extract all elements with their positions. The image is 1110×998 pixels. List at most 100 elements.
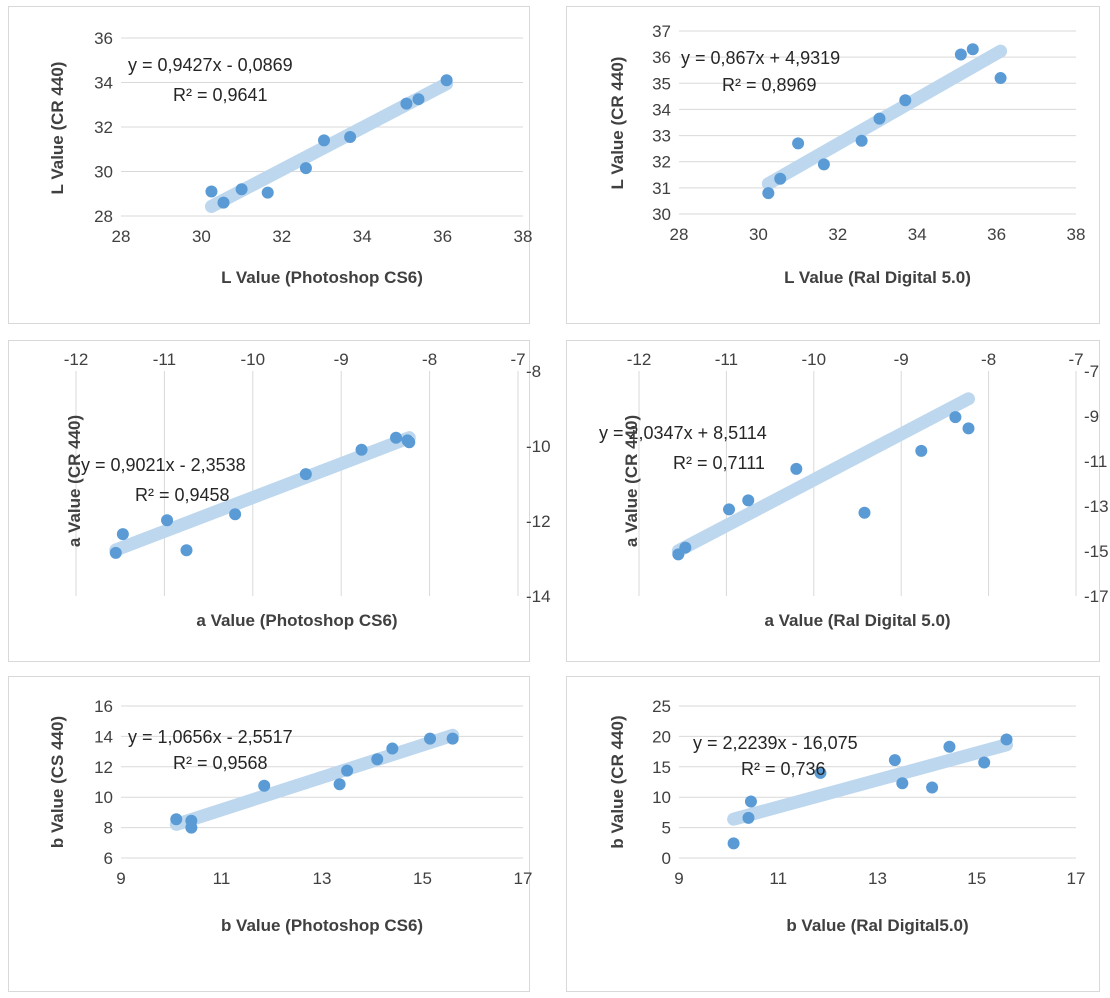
x-tick-label: -7 <box>1068 350 1083 369</box>
y-tick-label: -10 <box>526 437 551 456</box>
x-tick-label: -8 <box>422 350 437 369</box>
y-tick-label: 10 <box>94 788 113 807</box>
y-tick-label: 14 <box>94 727 113 746</box>
x-tick-label: 17 <box>514 869 533 888</box>
chart-l-photoshop: 28 30 32 34 36 38 28 30 32 34 36 y = 0,9427x - 0,08… <box>8 6 532 324</box>
chart-svg: 28 30 32 34 36 38 28 30 32 34 36 y = 0,9427x - 0,08… <box>48 29 532 287</box>
y-tick-label: 34 <box>652 100 671 119</box>
r-squared-label: R² = 0,8969 <box>722 75 817 95</box>
trendline-equation: y = 0,9427x - 0,0869 <box>128 55 293 75</box>
data-point <box>899 94 912 107</box>
x-tick-label: 32 <box>272 227 291 246</box>
data-point <box>926 781 939 794</box>
x-tick-label: 38 <box>514 227 533 246</box>
data-point <box>978 756 991 769</box>
data-point <box>261 186 274 199</box>
data-point <box>299 468 312 481</box>
y-tick-label: -17 <box>1084 587 1109 606</box>
y-tick-label: -14 <box>526 587 551 606</box>
chart-svg: -12 -11 -10 -9 -8 -7 -17 -15 -13 -11 -9 -7 y = 2,034… <box>599 350 1109 630</box>
y-tick-label: 30 <box>94 163 113 182</box>
data-point <box>727 837 740 850</box>
x-tick-label: 34 <box>908 225 927 244</box>
data-point <box>742 494 755 507</box>
y-tick-label: 32 <box>652 153 671 172</box>
data-point <box>170 813 183 826</box>
data-point <box>205 185 218 198</box>
x-tick-label: -10 <box>241 350 266 369</box>
data-point <box>943 740 956 753</box>
r-squared-label: R² = 0,9641 <box>173 85 268 105</box>
y-tick-label: 35 <box>652 74 671 93</box>
x-tick-label: -12 <box>64 350 89 369</box>
y-tick-label: -11 <box>1084 452 1107 471</box>
trendline-equation: y = 2,2239x - 16,075 <box>693 733 858 753</box>
x-axis-title: a Value (Ral Digital 5.0) <box>764 611 950 630</box>
data-point <box>742 811 755 824</box>
data-point <box>403 436 416 449</box>
trendline <box>169 728 460 831</box>
chart-svg: 9 11 13 15 17 0 5 10 15 20 25 y = 2,2239x - 16,075 R… <box>608 697 1086 935</box>
x-tick-label: 11 <box>213 869 231 888</box>
x-tick-label: 11 <box>769 869 787 888</box>
y-tick-label: 36 <box>94 29 113 48</box>
data-point <box>954 48 967 61</box>
data-point <box>217 196 230 209</box>
data-point <box>873 112 886 125</box>
y-tick-label: -8 <box>526 362 541 381</box>
r-squared-label: R² = 0,9568 <box>173 753 268 773</box>
data-point <box>817 158 830 171</box>
y-tick-label: 5 <box>662 819 671 838</box>
y-tick-label: 6 <box>104 849 113 868</box>
data-point <box>792 137 805 150</box>
x-tick-label: -8 <box>981 350 996 369</box>
trendline <box>727 738 1014 826</box>
y-tick-label: 32 <box>94 118 113 137</box>
data-point <box>949 411 962 424</box>
data-point <box>723 503 736 516</box>
y-tick-label: -13 <box>1084 497 1109 516</box>
data-point <box>333 778 346 791</box>
x-tick-label: 36 <box>987 225 1006 244</box>
y-axis-title: a Value (CR 440) <box>65 415 84 547</box>
data-point <box>446 732 459 745</box>
data-point <box>915 444 928 457</box>
data-point <box>790 462 803 475</box>
y-axis-title: b Value (CS 440) <box>48 716 67 848</box>
y-tick-label: 34 <box>94 74 113 93</box>
x-axis-title: a Value (Photoshop CS6) <box>196 611 397 630</box>
x-tick-label: 36 <box>433 227 452 246</box>
chart-svg: -12 -11 -10 -9 -8 -7-14-12-10-8y = 0,9021x - … <box>64 350 551 630</box>
data-point <box>371 753 384 766</box>
data-point <box>116 528 129 541</box>
data-point <box>355 443 368 456</box>
data-point <box>858 506 871 519</box>
x-axis-title: L Value (Ral Digital 5.0) <box>784 268 971 287</box>
x-tick-label: 38 <box>1067 225 1086 244</box>
y-tick-label: 10 <box>652 788 671 807</box>
data-point <box>994 72 1007 85</box>
chart-a-ral: -12 -11 -10 -9 -8 -7 -17 -15 -13 -11 -9 -7 y = 2,034… <box>566 340 1109 662</box>
x-tick-label: 15 <box>413 869 432 888</box>
data-point <box>412 93 425 106</box>
data-point <box>1000 733 1013 746</box>
data-point <box>161 514 174 527</box>
data-point <box>180 544 193 557</box>
x-tick-label: 17 <box>1067 869 1086 888</box>
data-point <box>440 74 453 87</box>
y-tick-label: 31 <box>652 179 671 198</box>
y-axis-title: L Value (CR 440) <box>608 57 627 190</box>
x-tick-label: 28 <box>112 227 131 246</box>
data-point <box>386 742 399 755</box>
trendline <box>109 431 416 557</box>
data-point <box>762 187 775 200</box>
r-squared-label: R² = 0,9458 <box>135 485 230 505</box>
chart-b-ral: 9 11 13 15 17 0 5 10 15 20 25 y = 2,2239x - 16,075 R… <box>566 676 1100 992</box>
data-point <box>888 754 901 767</box>
data-point <box>400 97 413 110</box>
y-tick-label: -15 <box>1084 542 1109 561</box>
y-tick-label: 20 <box>652 727 671 746</box>
x-tick-label: -7 <box>510 350 525 369</box>
x-tick-label: 30 <box>749 225 768 244</box>
